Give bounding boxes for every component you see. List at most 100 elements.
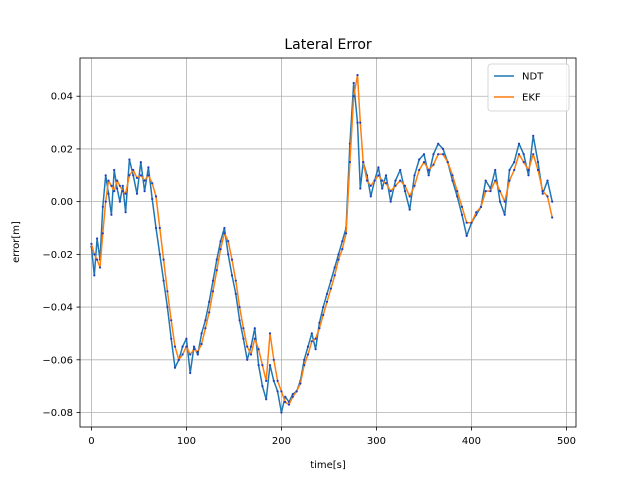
data-point-ndt xyxy=(268,364,272,367)
data-point-ekf xyxy=(93,253,96,256)
plot-frame xyxy=(79,57,577,428)
data-point-ndt xyxy=(192,345,196,348)
data-point-ekf xyxy=(348,161,351,164)
data-point-ndt xyxy=(418,158,421,161)
data-point-ndt xyxy=(310,332,313,335)
data-point-ekf xyxy=(446,161,449,164)
data-point-ndt xyxy=(261,385,264,388)
data-point-ndt xyxy=(451,179,454,182)
data-point-ndt xyxy=(113,168,116,172)
data-point-ekf xyxy=(484,190,487,193)
data-point-ndt xyxy=(96,237,99,240)
data-point-ekf xyxy=(265,379,268,382)
data-point-ndt xyxy=(541,192,544,195)
data-point-ndt xyxy=(384,174,388,177)
data-point-ekf xyxy=(299,382,302,385)
data-point-ndt xyxy=(437,142,440,145)
data-point-ndt xyxy=(257,364,260,367)
data-point-ndt xyxy=(329,279,332,282)
data-point-ekf xyxy=(470,221,473,224)
data-point-ekf xyxy=(139,174,142,177)
data-point-ekf xyxy=(113,190,116,193)
x-tick-label: 400 xyxy=(462,436,481,447)
data-point-ndt xyxy=(377,166,380,169)
data-point-ekf xyxy=(154,195,158,198)
data-point-ndt xyxy=(413,174,416,177)
data-point-ekf xyxy=(242,327,245,330)
data-point-ndt xyxy=(93,274,96,277)
data-point-ekf xyxy=(219,248,222,251)
data-point-ekf xyxy=(341,248,344,251)
data-point-ndt xyxy=(170,337,173,340)
data-point-ndt xyxy=(341,240,344,243)
data-point-ekf xyxy=(223,232,226,235)
data-point-ndt xyxy=(151,197,154,201)
data-point-ekf xyxy=(408,195,411,198)
data-point-ekf xyxy=(456,190,459,193)
data-point-ndt xyxy=(284,395,287,398)
data-point-ekf xyxy=(352,95,355,98)
data-point-ekf xyxy=(227,240,230,243)
legend: NDT EKF xyxy=(487,63,570,112)
data-point-ekf xyxy=(318,327,321,330)
data-point-ekf xyxy=(314,337,317,340)
data-point-ndt xyxy=(265,398,268,401)
data-point-ekf xyxy=(196,350,199,353)
data-point-ekf xyxy=(522,161,525,164)
data-point-ekf xyxy=(291,395,294,398)
data-point-ekf xyxy=(329,287,332,290)
data-point-ndt xyxy=(121,184,124,187)
y-axis: −0.08 −0.06 −0.04 −0.02 0.00 0.02 0.04 xyxy=(42,92,80,419)
data-point-ekf xyxy=(373,179,376,182)
data-point-ekf xyxy=(295,390,298,393)
data-point-ekf xyxy=(517,153,521,156)
data-point-ekf xyxy=(369,184,372,187)
data-point-ndt xyxy=(536,161,540,164)
data-point-ekf xyxy=(253,337,256,340)
data-point-ndt xyxy=(116,187,119,190)
data-point-ekf xyxy=(101,232,104,235)
data-point-ekf xyxy=(365,179,369,182)
data-point-ekf xyxy=(211,290,215,293)
data-point-ekf xyxy=(284,400,287,404)
data-point-ndt xyxy=(166,306,169,309)
chart-title: Lateral Error xyxy=(284,37,372,53)
data-point-ekf xyxy=(413,184,416,187)
data-point-ndt xyxy=(128,158,131,161)
y-tick-label: −0.06 xyxy=(42,355,73,366)
x-tick-label: 300 xyxy=(367,436,386,447)
plot-lines xyxy=(90,74,554,414)
data-point-ekf xyxy=(135,176,139,179)
data-point-ekf xyxy=(215,269,218,272)
data-point-ekf xyxy=(541,190,544,193)
data-point-ndt xyxy=(498,200,502,203)
data-point-ekf xyxy=(333,274,336,277)
data-point-ekf xyxy=(121,190,124,193)
data-point-ndt xyxy=(422,153,426,156)
data-point-ndt xyxy=(333,266,336,269)
data-point-ndt xyxy=(124,211,127,214)
data-point-ndt xyxy=(513,161,516,164)
data-point-ndt xyxy=(242,337,245,340)
data-point-ndt xyxy=(322,306,325,309)
data-point-ekf xyxy=(498,190,502,193)
data-point-ndt xyxy=(204,319,207,322)
data-point-ekf xyxy=(394,184,397,187)
data-point-ekf xyxy=(170,319,173,322)
data-point-ekf xyxy=(128,174,131,177)
data-point-ndt xyxy=(234,292,237,295)
data-point-ekf xyxy=(162,258,165,261)
data-point-ekf xyxy=(322,313,325,317)
data-point-ndt xyxy=(551,200,554,203)
data-point-ekf xyxy=(389,190,392,193)
data-point-ekf xyxy=(246,345,249,348)
data-point-ekf xyxy=(536,168,540,172)
data-point-ndt xyxy=(441,147,445,150)
data-point-ekf xyxy=(107,179,110,182)
data-point-ekf xyxy=(116,179,119,182)
data-point-ekf xyxy=(337,258,340,261)
data-point-ndt xyxy=(196,353,199,356)
data-point-ndt xyxy=(139,161,142,164)
x-tick-label: 500 xyxy=(557,436,576,447)
data-point-ndt xyxy=(185,337,188,340)
